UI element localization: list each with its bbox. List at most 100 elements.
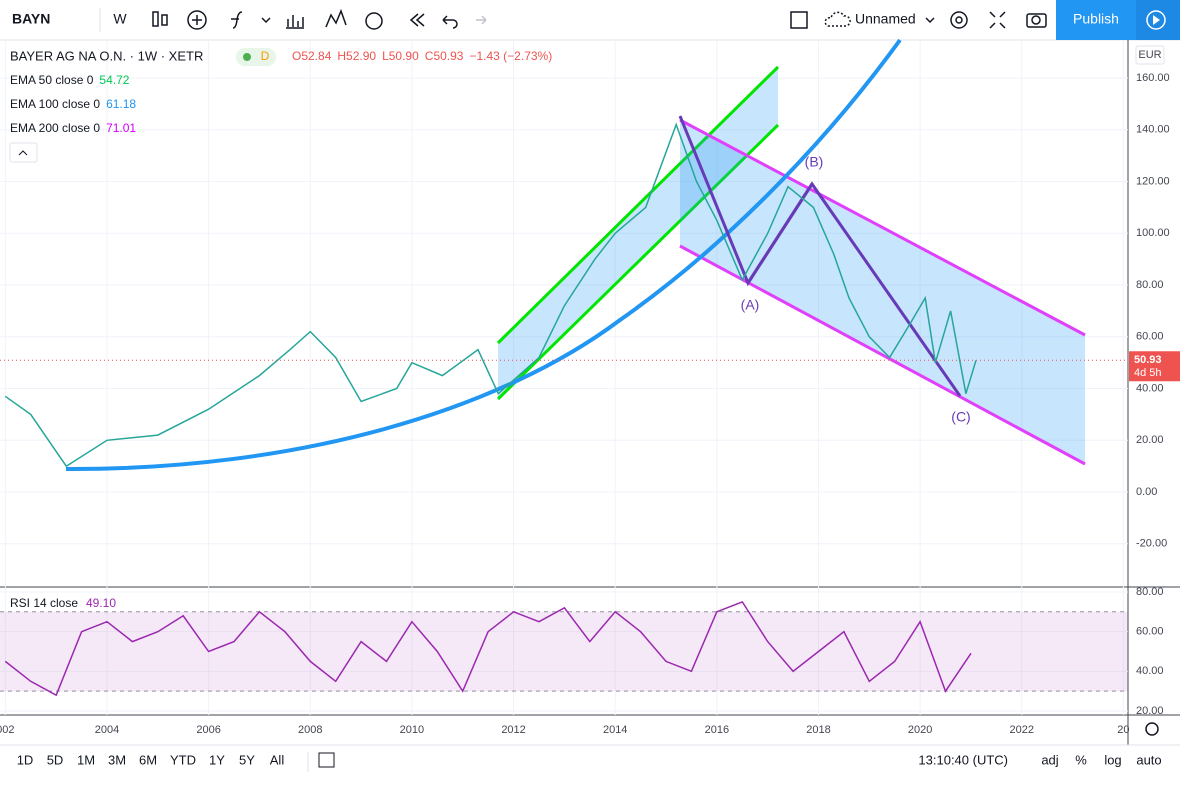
price-tick-label: 80.00 — [1136, 279, 1164, 291]
price-tick-label: 60.00 — [1136, 331, 1164, 343]
alert-icon[interactable] — [325, 8, 347, 28]
badge-dot — [243, 53, 251, 61]
publish-button[interactable] — [1056, 0, 1136, 40]
ohlc-value: C50.93 — [425, 49, 464, 63]
snapshot-icon[interactable] — [1031, 15, 1041, 25]
legend-title: BAYER AG NA O.N. · 1W · XETR — [10, 48, 203, 63]
indicators-icon[interactable] — [231, 11, 243, 29]
badge: D — [261, 49, 270, 63]
time-tick-label: 2022 — [1010, 724, 1034, 736]
time-tick-label: 2016 — [705, 724, 729, 736]
ohlc-value: L50.90 — [382, 49, 419, 63]
price-tick-label: 0.00 — [1136, 486, 1157, 498]
indicator-value: 71.01 — [106, 121, 136, 135]
redo[interactable] — [476, 15, 487, 25]
stream-icon — [1153, 15, 1160, 25]
arc-drawing — [65, 38, 902, 472]
stream-icon — [1146, 10, 1166, 30]
trend-line — [496, 65, 780, 345]
price-tick-label: 20.00 — [1136, 434, 1164, 446]
time-tick-label: 002 — [0, 724, 15, 736]
rsi-value: 49.10 — [86, 596, 116, 610]
settings-icon[interactable] — [950, 11, 968, 29]
range-button[interactable]: All — [270, 752, 285, 767]
date-range-icon[interactable] — [318, 752, 335, 768]
range-button[interactable]: 5Y — [239, 752, 255, 767]
axis-option[interactable]: adj — [1041, 752, 1058, 767]
clock: 13:10:40 (UTC) — [918, 752, 1008, 767]
ohlc-value: H52.90 — [337, 49, 376, 63]
rsi-tick-label: 20.00 — [1136, 705, 1164, 717]
time-tick-label: 2010 — [400, 724, 424, 736]
layout-icon[interactable] — [790, 11, 808, 29]
elliott-wave — [746, 183, 814, 284]
indicator-value: 54.72 — [99, 73, 129, 87]
wave-label: (B) — [805, 154, 824, 170]
parallel-channel — [498, 67, 778, 399]
wave-label: (A) — [741, 297, 760, 313]
range-button[interactable]: 1D — [17, 752, 34, 767]
layout-name[interactable]: Unnamed — [855, 11, 916, 27]
range-button[interactable]: 1Y — [209, 752, 225, 767]
range-button[interactable]: 6M — [139, 752, 157, 767]
toolbar-icons — [152, 8, 1047, 30]
rsi-title: RSI 14 close — [10, 596, 78, 610]
axis-option[interactable]: auto — [1136, 752, 1161, 767]
axis-option[interactable]: log — [1104, 752, 1121, 767]
price-tick-label: 160.00 — [1136, 72, 1170, 84]
compare-icon[interactable] — [192, 15, 202, 25]
indicator-name: EMA 100 close 0 — [10, 97, 100, 111]
indicator-value: 61.18 — [106, 97, 136, 111]
axis-option[interactable]: % — [1075, 752, 1087, 767]
time-tick-label: 20 — [1117, 724, 1129, 736]
countdown: 4d 5h — [1134, 367, 1162, 379]
collapse-icon — [18, 150, 28, 156]
dropdown[interactable] — [925, 17, 935, 24]
candles-icon[interactable] — [161, 14, 168, 26]
trend-line — [679, 118, 1086, 337]
series-line — [4, 600, 972, 697]
range-button[interactable]: 5D — [47, 752, 64, 767]
range-button[interactable]: 3M — [108, 752, 126, 767]
publish-label[interactable]: Publish — [1073, 11, 1119, 27]
ohlc-value: −1.43 (−2.73%) — [469, 49, 552, 63]
time-tick-label: 2018 — [806, 724, 830, 736]
templates-icon[interactable] — [286, 15, 304, 29]
time-tick-label: 2008 — [298, 724, 322, 736]
parallel-channel — [680, 120, 1085, 464]
price-tick-label: 120.00 — [1136, 175, 1170, 187]
time-tick-label: 2020 — [908, 724, 932, 736]
settings-icon[interactable] — [955, 16, 963, 24]
series-line — [4, 122, 977, 468]
time-tick-label: 2004 — [95, 724, 119, 736]
replay-icon[interactable] — [365, 12, 383, 30]
candles-icon[interactable] — [152, 11, 159, 27]
replay-icon[interactable] — [409, 13, 425, 27]
interval[interactable]: W — [113, 11, 127, 27]
price-tick-label: -20.00 — [1136, 538, 1167, 550]
compare-icon[interactable] — [187, 10, 207, 30]
rsi-tick-label: 60.00 — [1136, 626, 1164, 638]
range-button[interactable]: 1M — [77, 752, 95, 767]
dropdown[interactable] — [261, 17, 271, 24]
trend-line — [496, 123, 780, 401]
snapshot-icon[interactable] — [1026, 13, 1047, 28]
fullscreen-icon[interactable] — [989, 11, 1006, 29]
collapse-button[interactable] — [9, 142, 38, 163]
axis-settings[interactable] — [1145, 722, 1159, 736]
undo[interactable] — [442, 15, 458, 29]
time-tick-label: 2006 — [196, 724, 220, 736]
rsi-tick-label: 40.00 — [1136, 665, 1164, 677]
wave-label: (C) — [951, 409, 970, 425]
currency: EUR — [1138, 49, 1161, 61]
range-button[interactable]: YTD — [170, 752, 196, 767]
time-tick-label: 2014 — [603, 724, 627, 736]
cloud-icon[interactable] — [824, 11, 851, 27]
ohlc-value: O52.84 — [292, 49, 332, 63]
rsi-tick-label: 80.00 — [1136, 586, 1164, 598]
price-tick-label: 40.00 — [1136, 382, 1164, 394]
symbol[interactable]: BAYN — [12, 11, 50, 27]
last-price-box — [1129, 351, 1180, 382]
